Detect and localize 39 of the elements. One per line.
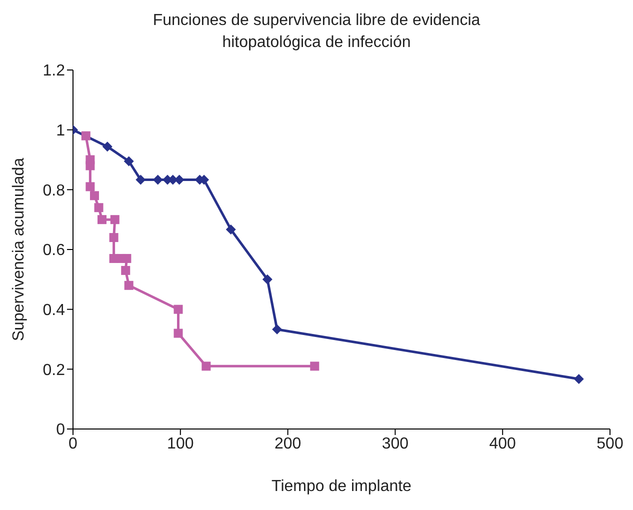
chart-title: Funciones de supervivencia libre de evidencia hitopatológica de infección <box>152 11 482 53</box>
y-axis-title: Supervivencia acumulada <box>10 158 28 342</box>
x-tick-label: 0 <box>68 435 78 452</box>
point <box>94 203 104 212</box>
point <box>81 131 90 140</box>
y-tick-label: 1.2 <box>42 62 66 80</box>
point <box>98 215 106 224</box>
y-tick-label: 0.8 <box>42 182 66 200</box>
x-tick-label: 500 <box>596 435 624 452</box>
point <box>86 182 95 192</box>
y-tick-label: 0.4 <box>42 302 66 320</box>
point <box>90 191 99 200</box>
point <box>102 142 112 152</box>
point <box>574 374 584 384</box>
x-axis-title: Tiempo de implante <box>272 478 412 495</box>
x-tick-label: 100 <box>167 435 194 452</box>
point <box>174 304 183 314</box>
y-tick-label: 0 <box>56 422 66 439</box>
point <box>262 274 272 284</box>
point <box>202 362 211 371</box>
x-tick-label: 300 <box>382 435 409 452</box>
point <box>124 280 134 290</box>
y-tick-label: 0.6 <box>42 242 66 260</box>
point <box>226 224 236 234</box>
point <box>124 156 134 166</box>
point <box>110 215 120 224</box>
x-tick-label: 400 <box>489 435 516 452</box>
point <box>122 254 132 263</box>
x-tick-label: 200 <box>274 435 302 452</box>
point <box>109 233 118 242</box>
point <box>136 174 146 185</box>
point <box>174 328 183 338</box>
point <box>86 161 95 170</box>
y-tick-label: 1 <box>56 122 66 140</box>
point <box>310 362 320 371</box>
point <box>121 266 130 275</box>
point <box>272 324 282 334</box>
point <box>152 174 163 185</box>
y-tick-label: 0.2 <box>42 362 66 379</box>
